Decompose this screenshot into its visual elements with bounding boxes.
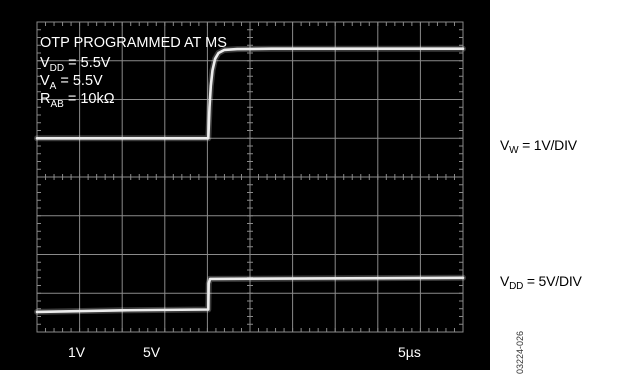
- traces-layer: [34, 45, 466, 315]
- ch1-scale-label: 1V: [68, 344, 86, 360]
- condition-va: VA = 5.5V: [40, 73, 103, 92]
- figure-id: 03224-026: [515, 330, 525, 374]
- screen-background: [0, 0, 490, 370]
- trace-vw: [35, 47, 465, 140]
- vw-scale-label: VW = 1V/DIV: [500, 137, 577, 156]
- ch2-scale-label: 5V: [143, 344, 161, 360]
- time-scale-label: 5µs: [398, 344, 421, 360]
- trace-vdd: [35, 276, 465, 314]
- vdd-scale-label: VDD = 5V/DIV: [500, 273, 582, 292]
- grid-layer: [36, 21, 464, 333]
- oscilloscope-screen: OTP PROGRAMMED AT MS VDD = 5.5V VA = 5.5…: [0, 0, 490, 370]
- condition-rab: RAB = 10kΩ: [40, 91, 115, 110]
- condition-vdd: VDD = 5.5V: [40, 55, 111, 74]
- chart-title: OTP PROGRAMMED AT MS: [40, 35, 227, 51]
